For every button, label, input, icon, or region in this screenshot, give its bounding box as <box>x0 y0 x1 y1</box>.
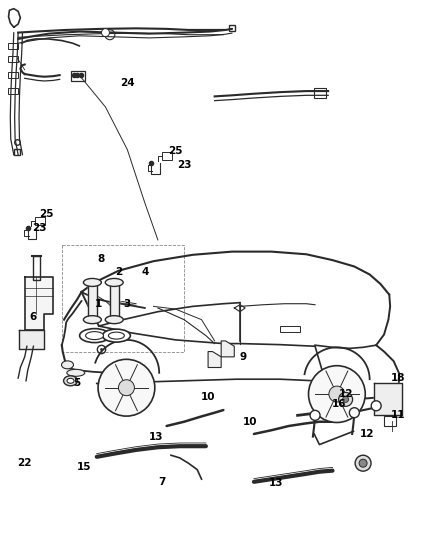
Bar <box>314 88 326 98</box>
Text: 13: 13 <box>268 479 283 488</box>
Bar <box>8 72 18 78</box>
Text: 2: 2 <box>115 267 122 277</box>
Text: 24: 24 <box>120 78 134 88</box>
Polygon shape <box>374 383 403 415</box>
Text: 12: 12 <box>360 429 374 439</box>
Ellipse shape <box>83 316 101 324</box>
Text: 15: 15 <box>76 463 91 472</box>
Polygon shape <box>110 282 119 320</box>
Text: 25: 25 <box>39 209 54 220</box>
Text: 5: 5 <box>74 378 81 389</box>
Ellipse shape <box>83 278 101 286</box>
Text: 4: 4 <box>141 267 148 277</box>
Ellipse shape <box>105 316 123 324</box>
Circle shape <box>350 408 359 418</box>
Ellipse shape <box>67 369 85 376</box>
Text: 10: 10 <box>201 392 215 402</box>
Text: 11: 11 <box>391 410 405 421</box>
Text: 9: 9 <box>240 352 247 362</box>
Ellipse shape <box>61 361 74 369</box>
Circle shape <box>371 401 381 411</box>
Circle shape <box>339 392 353 406</box>
Text: 23: 23 <box>32 223 46 233</box>
Polygon shape <box>208 352 221 368</box>
Text: 23: 23 <box>177 160 191 171</box>
Polygon shape <box>25 277 53 330</box>
Polygon shape <box>19 330 44 349</box>
Circle shape <box>359 459 367 467</box>
Circle shape <box>118 379 134 395</box>
Ellipse shape <box>109 332 124 339</box>
Ellipse shape <box>85 332 103 340</box>
Bar <box>8 88 18 94</box>
Text: 25: 25 <box>168 146 183 156</box>
Ellipse shape <box>105 278 123 286</box>
Bar <box>280 326 300 332</box>
Text: 13: 13 <box>148 432 163 442</box>
Ellipse shape <box>102 329 131 342</box>
Ellipse shape <box>64 376 78 386</box>
Text: 12: 12 <box>339 389 353 399</box>
Bar <box>8 43 18 49</box>
Polygon shape <box>221 341 234 357</box>
Text: 6: 6 <box>30 312 37 322</box>
Bar <box>8 56 18 62</box>
Text: 16: 16 <box>332 399 346 409</box>
Text: 3: 3 <box>124 298 131 309</box>
Circle shape <box>308 366 365 423</box>
Circle shape <box>355 455 371 471</box>
Circle shape <box>343 397 349 402</box>
Polygon shape <box>88 282 97 320</box>
Ellipse shape <box>80 329 110 343</box>
Circle shape <box>102 29 110 37</box>
Bar <box>384 416 396 426</box>
Text: 8: 8 <box>98 254 105 263</box>
Text: 10: 10 <box>242 417 257 427</box>
Bar <box>71 71 85 81</box>
Circle shape <box>310 410 320 421</box>
Ellipse shape <box>67 378 74 383</box>
Text: 18: 18 <box>391 373 405 383</box>
Text: 7: 7 <box>159 477 166 487</box>
Circle shape <box>98 359 155 416</box>
Circle shape <box>329 386 345 402</box>
Bar <box>35 217 45 225</box>
Text: 1: 1 <box>95 298 102 309</box>
Bar <box>162 152 172 160</box>
Text: 22: 22 <box>18 458 32 468</box>
